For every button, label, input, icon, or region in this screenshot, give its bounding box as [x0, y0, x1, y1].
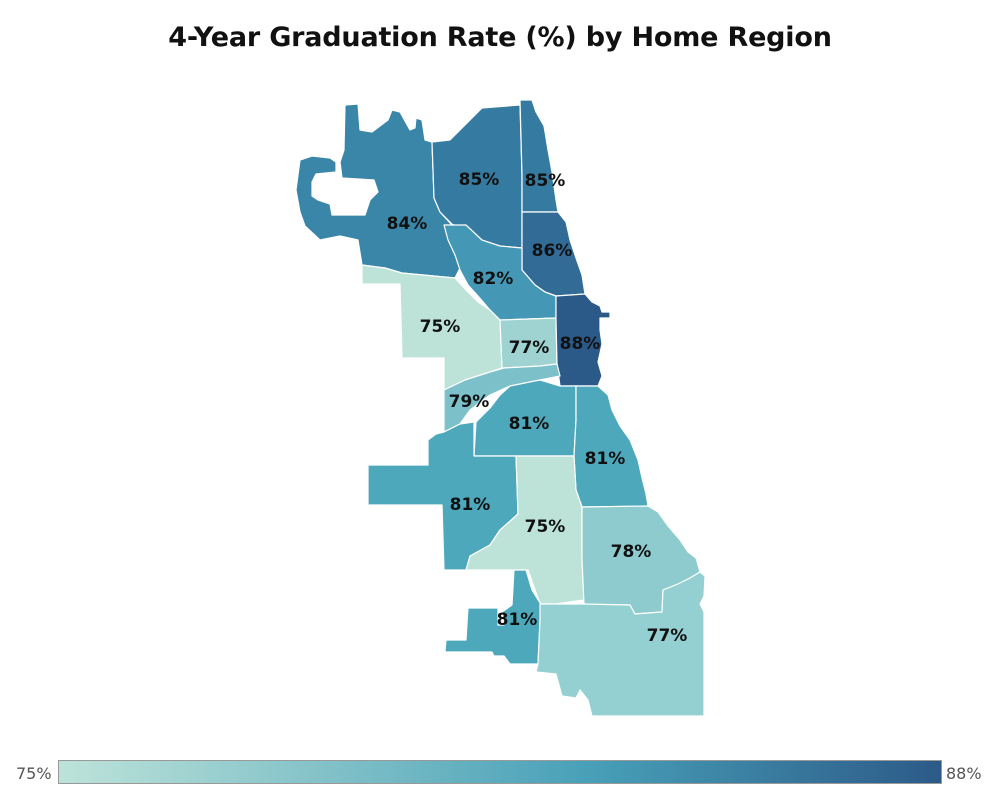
region-far-north-lakeshore[interactable]: [519, 99, 559, 213]
region-label-north-central: 85%: [459, 170, 500, 190]
choropleth-map: 84% 85% 85% 86% 82% 75% 77% 88% 79% 81% 81% 81% 75% 7…: [295, 99, 706, 717]
map-title: 4-Year Graduation Rate (%) by Home Regio…: [168, 22, 832, 53]
legend-color-ramp: [58, 760, 942, 784]
region-far-south[interactable]: [535, 571, 706, 717]
region-label-far-northwest: 84%: [387, 214, 428, 234]
region-far-northwest[interactable]: [295, 103, 469, 279]
region-labels: 84% 85% 85% 86% 82% 75% 77% 88% 79% 81% 81% 81% 75% 7…: [387, 170, 688, 646]
region-label-southwest: 81%: [450, 495, 491, 515]
region-label-south-lakeshore: 81%: [585, 449, 626, 469]
region-label-north-river: 82%: [473, 269, 514, 289]
region-shapes: [295, 99, 706, 717]
region-label-west-side: 79%: [449, 392, 490, 412]
region-label-far-north-lakeshore: 85%: [525, 171, 566, 191]
region-central-lakeshore[interactable]: [555, 293, 611, 387]
legend-max-label: 88%: [946, 764, 982, 783]
region-label-far-south: 77%: [647, 626, 688, 646]
region-label-north-lakeshore: 86%: [532, 241, 573, 261]
region-label-south-central: 75%: [525, 517, 566, 537]
region-label-west-northwest: 75%: [420, 317, 461, 337]
legend-min-label: 75%: [16, 764, 52, 783]
region-label-far-southwest: 81%: [497, 610, 538, 630]
region-label-central-lakeshore: 88%: [560, 334, 601, 354]
region-label-near-south-west: 81%: [509, 414, 550, 434]
region-west-side[interactable]: [443, 363, 561, 433]
region-label-south-east: 78%: [611, 542, 652, 562]
region-south-lakeshore[interactable]: [573, 385, 649, 508]
region-label-near-north-west: 77%: [509, 338, 550, 358]
